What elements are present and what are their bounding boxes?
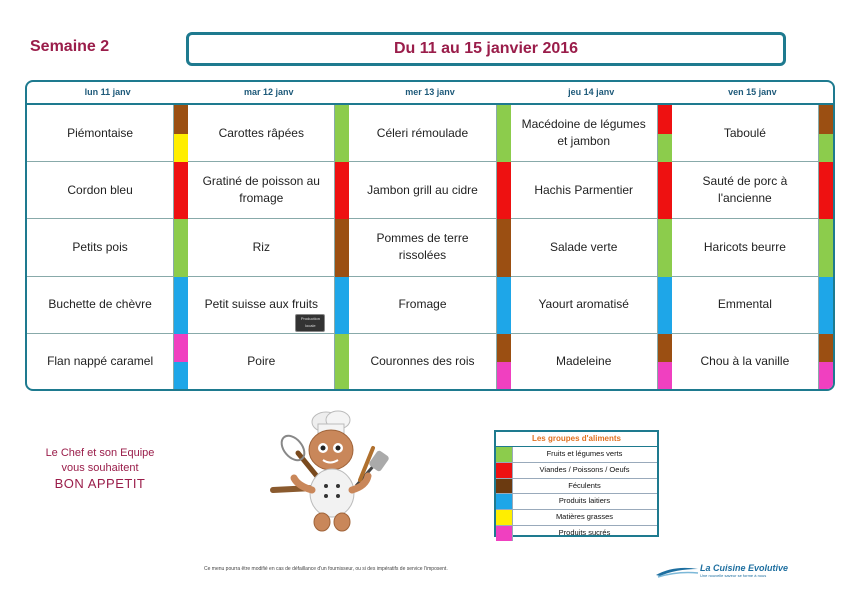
- food-group-color-marker: [819, 219, 833, 277]
- food-group-color-marker: [496, 105, 511, 163]
- legend-swatch: [496, 525, 513, 541]
- days-header: lun 11 janv mar 12 janv mer 13 janv jeu 14 …: [27, 82, 833, 105]
- food-group-color-marker: [496, 333, 511, 363]
- menu-dish: Flan nappé caramel: [27, 333, 175, 389]
- legend-item: Fruits et légumes verts: [496, 447, 657, 463]
- menu-dish: Pommes de terre rissolées: [349, 219, 497, 277]
- legend-item: Matières grasses: [496, 510, 657, 526]
- food-group-color-marker: [335, 276, 350, 334]
- legend-swatch: [496, 510, 513, 525]
- menu-dish: Petits pois: [27, 219, 175, 277]
- menu-dish: Macédoine de légumes et jambon: [510, 105, 658, 163]
- food-group-color-marker: [657, 105, 672, 134]
- menu-dish: Salade verte: [510, 219, 658, 277]
- food-group-color-marker: [819, 276, 833, 334]
- food-group-color-marker: [657, 133, 672, 163]
- legend-item: Produits sucrés: [496, 525, 657, 541]
- legend-item: Féculents: [496, 478, 657, 495]
- date-range-banner: Du 11 au 15 janvier 2016: [186, 32, 786, 66]
- greeting-line-3: BON APPETIT: [54, 476, 146, 491]
- greeting: Le Chef et son Equipe vous souhaitent BO…: [30, 446, 170, 491]
- menu-dish: Fromage: [349, 276, 497, 334]
- menu-dish: Piémontaise: [27, 105, 175, 163]
- food-group-color-marker: [496, 276, 511, 334]
- company-logo: La Cuisine Evolutive Une nouvelle saveur…: [654, 561, 804, 581]
- legend-swatch: [496, 462, 513, 478]
- legend-label: Matières grasses: [555, 512, 614, 522]
- legend-label: Féculents: [568, 480, 601, 490]
- day-header: lun 11 janv: [84, 87, 131, 97]
- legend-swatch: [496, 447, 513, 462]
- menu-dish: Jambon grill au cidre: [349, 162, 497, 220]
- logo-tagline: Une nouvelle saveur se forme à nous: [700, 573, 767, 578]
- menu-dish: Carottes râpées: [188, 105, 336, 163]
- logo-name: La Cuisine Evolutive: [700, 563, 789, 573]
- logo-swoosh-icon: [656, 567, 699, 578]
- food-group-color-marker: [819, 105, 833, 134]
- menu-dish: Cordon bleu: [27, 162, 175, 220]
- food-group-color-marker: [174, 162, 189, 220]
- day-header: jeu 14 janv: [568, 87, 615, 97]
- food-group-color-marker: [819, 162, 833, 220]
- food-group-color-marker: [174, 105, 189, 134]
- legend-label: Produits laitiers: [558, 496, 611, 506]
- food-group-color-marker: [174, 219, 189, 277]
- legend-item: Viandes / Poissons / Oeufs: [496, 462, 657, 479]
- legend-title: Les groupes d'aliments: [496, 432, 657, 447]
- legend-swatch: [496, 494, 513, 510]
- menu-dish: Emmental: [671, 276, 819, 334]
- food-group-color-marker: [819, 333, 833, 363]
- week-label: Semaine 2: [30, 38, 110, 55]
- menu-dish: Céleri rémoulade: [349, 105, 497, 163]
- legend-label: Produits sucrés: [558, 527, 611, 537]
- food-group-color-marker: [819, 133, 833, 163]
- food-group-color-marker: [819, 362, 833, 389]
- food-group-color-marker: [335, 333, 350, 389]
- food-group-color-marker: [174, 133, 189, 163]
- food-group-color-marker: [657, 219, 672, 277]
- food-group-color-marker: [496, 219, 511, 277]
- food-group-color-marker: [174, 333, 189, 363]
- day-header: ven 15 janv: [728, 87, 777, 97]
- food-group-color-marker: [335, 105, 350, 163]
- menu-dish: Poire: [188, 333, 336, 389]
- food-group-color-marker: [657, 276, 672, 334]
- food-group-color-marker: [496, 362, 511, 389]
- menu-dish: Hachis Parmentier: [510, 162, 658, 220]
- food-group-color-marker: [496, 162, 511, 220]
- food-groups-legend: Les groupes d'aliments Fruits et légumes…: [494, 430, 659, 541]
- menu-dish: Madeleine: [511, 333, 658, 389]
- menu-disclaimer: Ce menu pourra être modifié en cas de dé…: [204, 566, 448, 572]
- food-group-color-marker: [335, 219, 350, 277]
- food-group-color-marker: [335, 162, 350, 220]
- food-group-color-marker: [174, 362, 189, 389]
- legend-item: Produits laitiers: [496, 494, 657, 511]
- legend-label: Viandes / Poissons / Oeufs: [539, 464, 630, 474]
- menu-table: lun 11 janv mar 12 janv mer 13 janv jeu 14 …: [25, 80, 835, 391]
- food-group-color-marker: [174, 276, 189, 334]
- menu-dish: Couronnes des rois: [349, 333, 497, 389]
- menu-dish: Chou à la vanille: [672, 333, 819, 389]
- greeting-line-2: vous souhaitent: [61, 462, 139, 474]
- menu-dish: Sauté de porc à l'ancienne: [671, 162, 819, 220]
- local-production-badge: Production locale: [295, 313, 326, 332]
- greeting-line-1: Le Chef et son Equipe: [45, 447, 155, 459]
- food-group-color-marker: [657, 362, 672, 389]
- legend-label: Fruits et légumes verts: [546, 449, 623, 458]
- food-group-color-marker: [657, 162, 672, 220]
- date-range: Du 11 au 15 janvier 2016: [393, 40, 579, 57]
- menu-dish: Haricots beurre: [671, 219, 819, 277]
- chef-mascot-illustration: [270, 410, 389, 532]
- menu-dish: Gratiné de poisson au fromage: [188, 162, 336, 220]
- menu-dish: Buchette de chèvre: [27, 276, 175, 334]
- menu-dish: Riz: [188, 219, 336, 277]
- day-header: mar 12 janv: [244, 87, 294, 97]
- menu-dish: Taboulé: [671, 105, 819, 163]
- food-group-color-marker: [657, 333, 672, 363]
- day-header: mer 13 janv: [405, 87, 455, 97]
- legend-swatch: [496, 478, 513, 494]
- menu-dish: Petit suisse aux fruits: [188, 276, 336, 334]
- menu-dish: Yaourt aromatisé: [510, 276, 658, 334]
